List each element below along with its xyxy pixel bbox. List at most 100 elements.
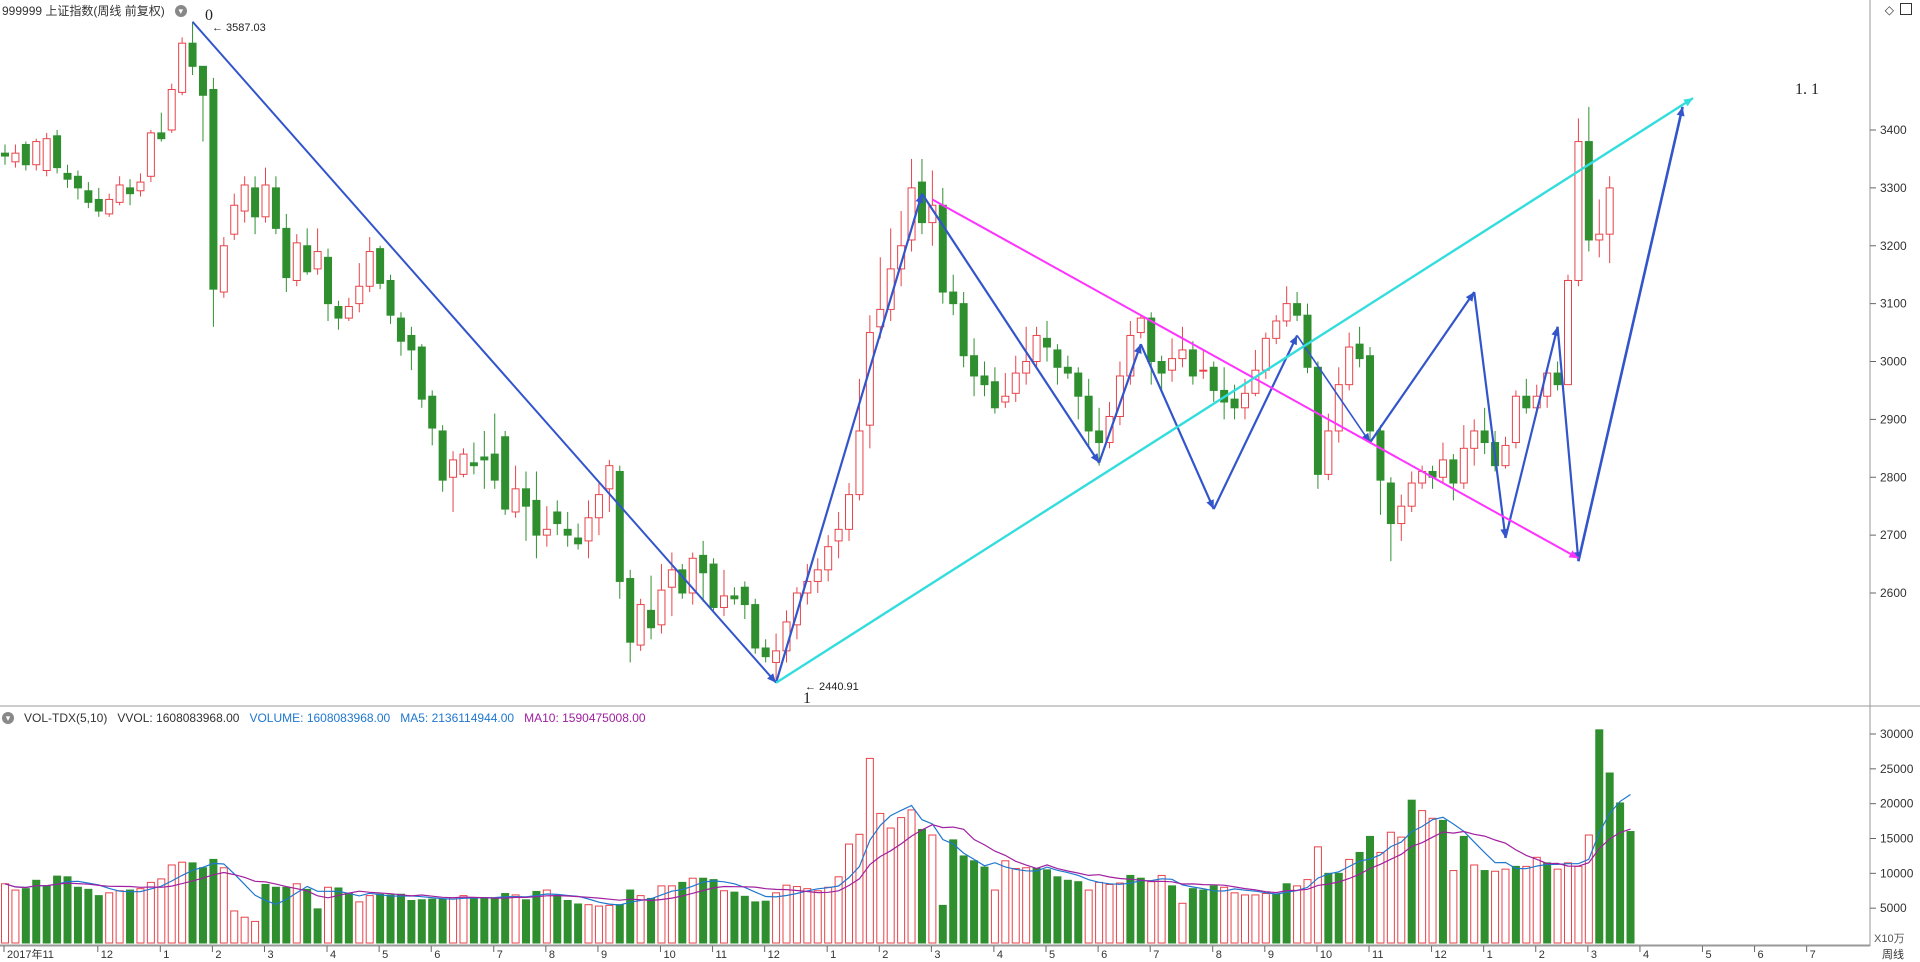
volume-bar [1438,819,1447,944]
volume-bar [1428,817,1437,944]
candle-body [761,647,770,658]
volume-bar [490,897,499,944]
candle-body [1240,392,1249,409]
volume-bar [1136,877,1145,944]
volume-bar [1272,893,1281,944]
volume-bar [1105,883,1114,944]
candle-body [1376,430,1385,481]
candle-body [688,557,697,594]
candle-body [1084,395,1093,432]
wave-line-arrowhead [1676,106,1685,117]
chevron-down-icon[interactable]: ▾ [2,712,14,724]
candle-body [563,528,572,536]
wave-label-0: 0 [205,7,213,24]
time-tick-label: 12 [101,949,113,961]
diamond-icon[interactable]: ◇ [1884,3,1894,17]
volume-bar [782,884,791,944]
candle-body [501,436,510,510]
volume-bar [886,827,895,944]
candle-body [1230,398,1239,409]
volume-bar [94,895,103,944]
volume-bar [792,886,801,944]
candle-body [1345,346,1354,386]
candle-body [469,462,478,467]
candle-body [647,609,656,629]
volume-bar [157,878,166,944]
chevron-down-icon[interactable]: ▾ [174,5,187,17]
wave-line-arrowhead [1361,432,1371,443]
time-tick-label: 5 [1705,949,1711,961]
volume-bar [188,862,197,944]
volume-tick-label: 15000 [1880,832,1914,846]
volume-bar [84,888,93,944]
price-tick-label: 2900 [1880,412,1907,426]
volume-bar [1303,879,1312,944]
candle-body [344,306,353,319]
volume-bar [42,885,51,944]
volume-bar [1230,892,1239,944]
wave-line-0-1-arrowhead [767,673,777,683]
candle-body [240,184,249,212]
candle-body [719,595,728,608]
wave-line [1098,343,1142,464]
candle-body [407,334,416,351]
volume-bar [1491,870,1500,944]
candlestick-series [1,21,1614,683]
candle-body [303,245,312,273]
candle-body [146,132,155,177]
candle-body [584,517,593,542]
high-arrow-icon: ← [212,22,223,34]
volume-bar [1115,882,1124,944]
volume-bar [605,904,614,944]
time-tick-label: 10 [1320,949,1332,961]
candle-body [94,198,103,212]
volume-bar [105,892,114,944]
volume-bar [542,889,551,944]
candle-body [626,578,635,643]
wave-line [1369,291,1476,444]
volume-bar [657,885,666,944]
period-label[interactable]: 周线 [1882,947,1904,961]
candle-body [1074,372,1083,397]
wave-line-arrowhead [1134,344,1142,354]
volume-bar [688,877,697,944]
volume-bar [522,899,530,944]
candle-body [542,528,551,536]
volume-bar [303,888,312,944]
chart-toolbar: ◇ [1885,3,1912,17]
time-tick-label: 4 [997,949,1003,961]
volume-bar [1574,865,1583,944]
volume-bar [209,858,218,944]
price-tick-label: 3100 [1880,297,1907,311]
time-tick-label: 6 [1101,949,1107,961]
volume-bar [553,895,562,944]
volume-bar [73,886,82,944]
volume-bar-series [1,729,1635,944]
volume-bar [574,903,583,944]
volume-bar [1188,888,1197,944]
volume-bar [1386,831,1395,944]
candle-body [855,430,864,496]
volume-bar [428,898,437,944]
volume-bar [1366,835,1375,944]
candle-body [1511,395,1520,444]
volume-bar [667,885,676,944]
volume-bar [990,889,999,944]
candle-body [740,586,749,606]
candle-body [126,187,135,195]
time-tick-label: 4 [1643,949,1649,961]
wave-line [921,193,1101,464]
panel-toggle-icon[interactable] [1900,3,1912,15]
volume-bar [1605,772,1614,944]
volume-bar [1084,889,1093,944]
candle-body [751,604,760,649]
candle-body [209,88,218,290]
volume-bar [1470,864,1479,944]
candle-body [1459,447,1468,484]
volume-bar [1376,851,1385,944]
candle-body [84,190,93,203]
candle-body [1480,430,1489,444]
candle-body [1522,395,1531,409]
time-tick-label: 7 [1153,949,1159,961]
